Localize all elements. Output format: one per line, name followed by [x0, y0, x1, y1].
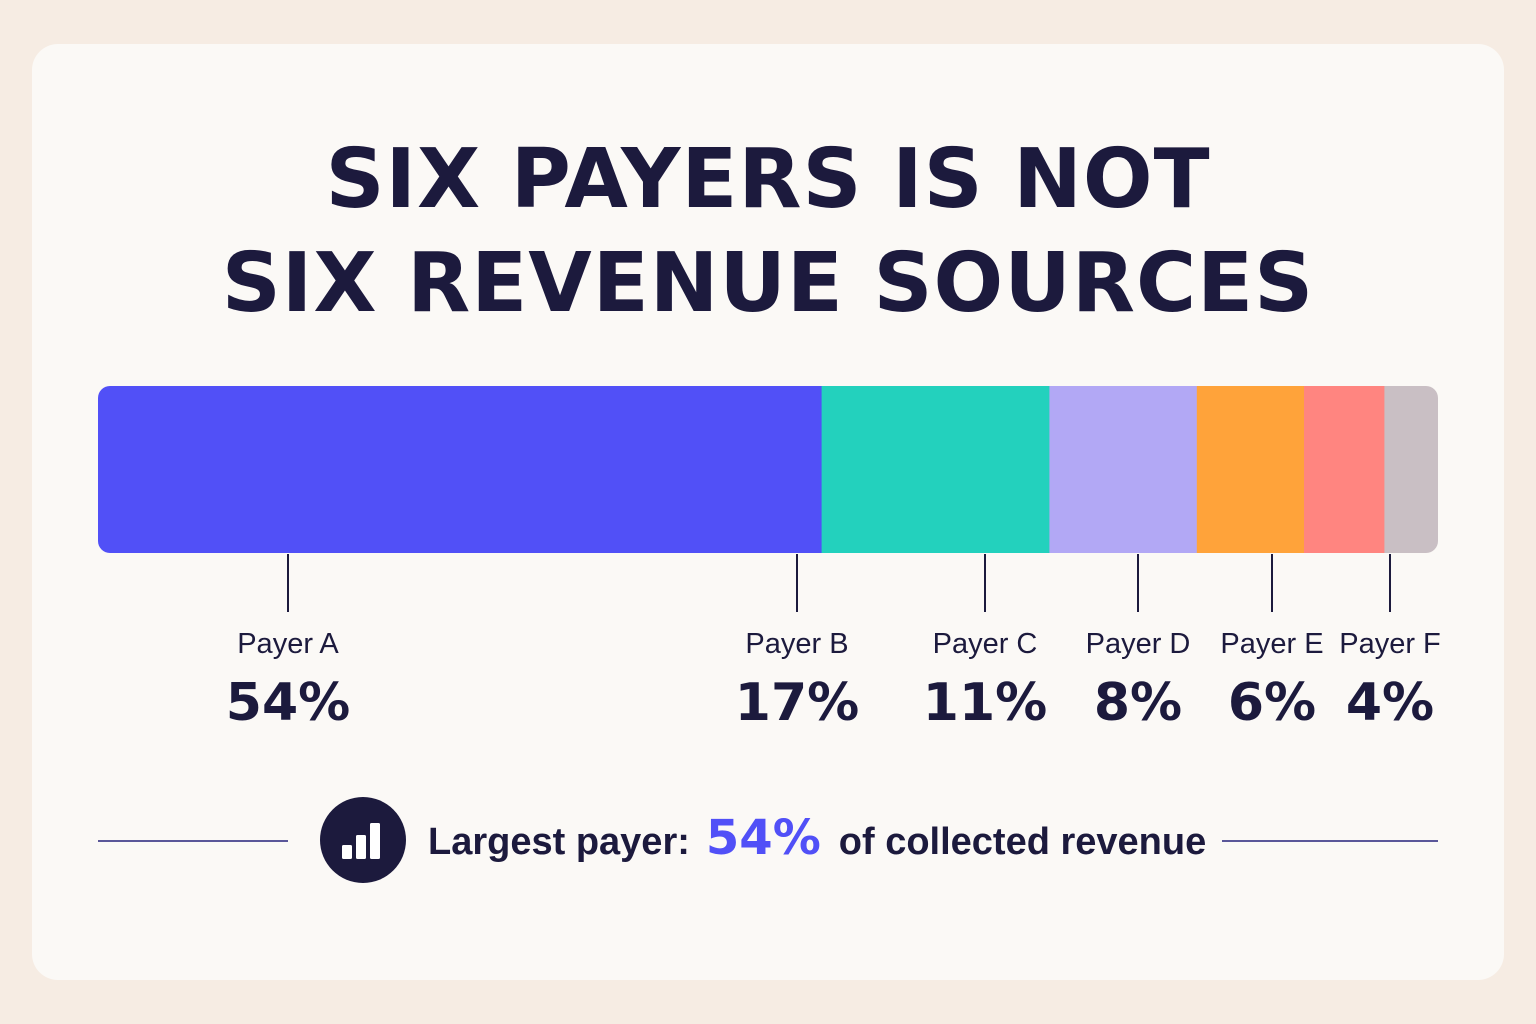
bar-track [98, 386, 1438, 553]
bar-chart-icon [320, 797, 406, 883]
value-label: 54% [226, 673, 350, 733]
value-label: 4% [1346, 673, 1434, 733]
category-label: Payer B [745, 628, 848, 660]
value-label: 6% [1228, 673, 1316, 733]
value-label: 17% [735, 673, 859, 733]
bar-segment-payer-d [1196, 386, 1305, 553]
bar-segment-payer-c [1049, 386, 1198, 553]
summary-footer: Largest payer: 54% of collected revenue [0, 796, 1536, 886]
category-label: Payer E [1220, 628, 1323, 660]
title-line-1: SIX PAYERS IS NOT [325, 132, 1211, 227]
labels-group: Payer A 54% Payer B 17% Payer C 11% Payer D 8% P… [226, 554, 1441, 733]
category-label: Payer D [1086, 628, 1191, 660]
bar-segment-payer-a [98, 386, 823, 553]
value-label: 11% [923, 673, 1047, 733]
bar-segment-payer-b [821, 386, 1050, 553]
summary-lead: Largest payer: [428, 821, 690, 863]
category-label: Payer C [933, 628, 1038, 660]
divider-left [98, 840, 288, 842]
category-label: Payer F [1339, 628, 1441, 660]
bar-segment-payer-f [1384, 386, 1438, 553]
bar-segment-payer-e [1304, 386, 1385, 553]
summary-tail: of collected revenue [838, 821, 1207, 863]
page-title: SIX PAYERS IS NOT SIX REVENUE SOURCES [0, 128, 1536, 336]
stacked-bar-chart: Payer A 54% Payer B 17% Payer C 11% Payer D 8% P… [98, 386, 1441, 733]
summary-highlight: 54% [705, 810, 821, 866]
title-line-2: SIX REVENUE SOURCES [221, 236, 1315, 331]
value-label: 8% [1094, 673, 1182, 733]
summary-text: Largest payer: 54% of collected revenue [428, 810, 1206, 870]
divider-right [1222, 840, 1438, 842]
category-label: Payer A [237, 628, 339, 660]
